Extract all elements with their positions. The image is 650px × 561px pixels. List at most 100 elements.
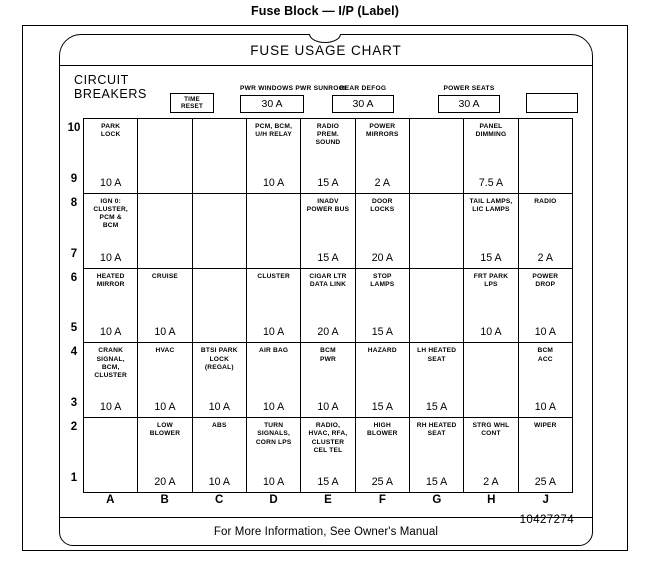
- circuit-breakers-band: CIRCUIT BREAKERS TIME RESET PWR WINDOWS …: [60, 66, 592, 118]
- fuse-cell-rating: 15 A: [317, 475, 339, 488]
- fuse-cell-D-10[interactable]: PCM, BCM, U/H RELAY 10 A: [245, 118, 302, 194]
- fuse-cell-rating: 25 A: [534, 475, 556, 488]
- fuse-cell-J-4[interactable]: BCM ACC 10 A: [517, 342, 574, 419]
- fuse-cell-rating: 10 A: [154, 401, 176, 414]
- fuse-cell-label: PCM, BCM, U/H RELAY: [255, 123, 293, 139]
- fuse-cell-label: STRG WHL CONT: [472, 422, 510, 438]
- fuse-cell-H-8[interactable]: TAIL LAMPS, LIC LAMPS 15 A: [463, 192, 519, 269]
- fuse-cell-label: PANEL DIMMING: [475, 123, 507, 139]
- fuse-grid-wrap: 10 9 8 7 6 5 4 3 2 1 PARK LOCK 10 A PCM, BCM, U/H R…: [60, 118, 592, 547]
- fuse-cell-label: LOW BLOWER: [149, 422, 181, 438]
- row-number-10: 10: [67, 122, 81, 134]
- fuse-cell-label: RH HEATED SEAT: [416, 422, 457, 438]
- chart-title-band: FUSE USAGE CHART: [60, 35, 592, 66]
- fuse-cell-rating: 7.5 A: [478, 176, 504, 189]
- fuse-cell-F-6[interactable]: STOP LAMPS 15 A: [354, 267, 410, 344]
- breaker-pwr-windows-sunroof-label: PWR WINDOWS PWR SUNROOF: [240, 85, 349, 93]
- fuse-cell-rating: 20 A: [317, 326, 339, 339]
- fuse-cell-G-4[interactable]: LH HEATED SEAT 15 A: [408, 342, 465, 419]
- fuse-cell-H-2[interactable]: STRG WHL CONT 2 A: [463, 417, 519, 493]
- fuse-cell-label: DOOR LOCKS: [370, 197, 395, 213]
- fuse-cell-J-6[interactable]: POWER DROP 10 A: [517, 267, 574, 344]
- fuse-cell-E-2[interactable]: RADIO, HVAC, RFA, CLUSTER CEL TEL 15 A: [300, 417, 356, 493]
- fuse-cell-B-6[interactable]: CRUISE 10 A: [137, 267, 193, 344]
- breaker-time-reset-line2: RESET: [181, 103, 203, 111]
- fuse-cell-label: WIPER: [534, 422, 557, 430]
- fuse-grid-row: LOW BLOWER 20 A ABS 10 A TURN SIGNALS, CORN …: [82, 417, 574, 493]
- fuse-cell-rating: 10 A: [100, 251, 122, 264]
- breaker-time-reset-box: TIME RESET: [170, 93, 214, 113]
- fuse-cell-rating: 10 A: [208, 475, 230, 488]
- breaker-rear-defog[interactable]: REAR DEFOG 30 A: [332, 85, 394, 113]
- fuse-cell-F-4[interactable]: HAZARD 15 A: [354, 342, 410, 419]
- fuse-cell-D-4[interactable]: AIR BAG 10 A: [245, 342, 302, 419]
- fuse-cell-B-2[interactable]: LOW BLOWER 20 A: [137, 417, 193, 493]
- fuse-cell-A-10[interactable]: PARK LOCK 10 A: [82, 118, 139, 194]
- figure-caption: Fuse Block — I/P (Label): [250, 4, 400, 18]
- fuse-grid-row: CRANK SIGNAL, BCM, CLUSTER 10 A HVAC 10 A BT…: [82, 342, 574, 419]
- fuse-cell-C-6[interactable]: [191, 267, 247, 344]
- fuse-cell-E-6[interactable]: CIGAR LTR DATA LINK 20 A: [300, 267, 356, 344]
- fuse-cell-D-2[interactable]: TURN SIGNALS, CORN LPS 10 A: [245, 417, 302, 493]
- fuse-cell-H-4[interactable]: [463, 342, 519, 419]
- breaker-rear-defog-label: REAR DEFOG: [339, 85, 387, 93]
- breaker-pwr-windows-sunroof-rating: 30 A: [240, 95, 304, 113]
- fuse-usage-card: FUSE USAGE CHART CIRCUIT BREAKERS TIME R…: [59, 34, 593, 546]
- circuit-breakers-label: CIRCUIT BREAKERS: [74, 73, 147, 101]
- fuse-cell-F-10[interactable]: POWER MIRRORS 2 A: [354, 118, 410, 194]
- fuse-cell-F-2[interactable]: HIGH BLOWER 25 A: [354, 417, 410, 493]
- fuse-cell-rating: 10 A: [208, 401, 230, 414]
- column-label-J: J: [542, 494, 549, 506]
- fuse-cell-G-8[interactable]: [408, 192, 465, 269]
- breaker-time-reset-line1: TIME: [184, 96, 200, 103]
- fuse-cell-D-6[interactable]: CLUSTER 10 A: [245, 267, 302, 344]
- fuse-cell-B-10[interactable]: [137, 118, 193, 194]
- row-number-2: 2: [70, 421, 78, 434]
- fuse-cell-B-8[interactable]: [137, 192, 193, 269]
- fuse-cell-A-6[interactable]: HEATED MIRROR 10 A: [82, 267, 139, 344]
- fuse-cell-A-4[interactable]: CRANK SIGNAL, BCM, CLUSTER 10 A: [82, 342, 139, 419]
- fuse-cell-C-10[interactable]: [191, 118, 247, 194]
- fuse-cell-G-10[interactable]: [408, 118, 465, 194]
- fuse-cell-label: AIR BAG: [259, 347, 289, 355]
- fuse-cell-E-8[interactable]: INADV POWER BUS 15 A: [300, 192, 356, 269]
- breaker-power-seats-label: POWER SEATS: [443, 85, 495, 93]
- fuse-cell-C-2[interactable]: ABS 10 A: [191, 417, 247, 493]
- fuse-cell-rating: 15 A: [317, 176, 339, 189]
- fuse-cell-G-2[interactable]: RH HEATED SEAT 15 A: [408, 417, 465, 493]
- fuse-cell-E-4[interactable]: BCM PWR 10 A: [300, 342, 356, 419]
- fuse-cell-rating: 15 A: [480, 251, 502, 264]
- fuse-cell-label: IGN 0: CLUSTER, PCM & BCM: [93, 197, 128, 230]
- fuse-cell-B-4[interactable]: HVAC 10 A: [137, 342, 193, 419]
- fuse-cell-H-10[interactable]: PANEL DIMMING 7.5 A: [463, 118, 519, 194]
- fuse-cell-label: RADIO: [534, 197, 557, 205]
- fuse-cell-J-8[interactable]: RADIO 2 A: [517, 192, 574, 269]
- fuse-cell-C-8[interactable]: [191, 192, 247, 269]
- fuse-cell-rating: 20 A: [371, 251, 393, 264]
- fuse-cell-D-8[interactable]: [245, 192, 302, 269]
- fuse-cell-label: FRT PARK LPS: [473, 272, 509, 288]
- fuse-grid: PARK LOCK 10 A PCM, BCM, U/H RELAY 10 A RADI…: [82, 118, 574, 493]
- fuse-cell-G-6[interactable]: [408, 267, 465, 344]
- breaker-pwr-windows-sunroof[interactable]: PWR WINDOWS PWR SUNROOF 30 A: [240, 85, 349, 113]
- fuse-cell-E-10[interactable]: RADIO PREM. SOUND 15 A: [300, 118, 356, 194]
- breaker-power-seats[interactable]: POWER SEATS 30 A: [438, 85, 500, 113]
- row-number-column: 10 9 8 7 6 5 4 3 2 1: [63, 118, 85, 492]
- fuse-cell-label: TAIL LAMPS, LIC LAMPS: [469, 197, 513, 213]
- fuse-cell-A-2[interactable]: [82, 417, 139, 493]
- fuse-cell-label: CIGAR LTR DATA LINK: [309, 272, 347, 288]
- fuse-cell-J-2[interactable]: WIPER 25 A: [517, 417, 574, 493]
- fuse-cell-label: LH HEATED SEAT: [417, 347, 457, 363]
- fuse-cell-H-6[interactable]: FRT PARK LPS 10 A: [463, 267, 519, 344]
- fuse-cell-label: RADIO PREM. SOUND: [315, 123, 341, 147]
- fuse-cell-C-4[interactable]: BTSI PARK LOCK (REGAL) 10 A: [191, 342, 247, 419]
- fuse-cell-rating: 15 A: [317, 251, 339, 264]
- breaker-blank-slot[interactable]: [526, 93, 578, 113]
- fuse-cell-A-8[interactable]: IGN 0: CLUSTER, PCM & BCM 10 A: [82, 192, 139, 269]
- fuse-cell-rating: 10 A: [317, 401, 339, 414]
- breaker-time-reset[interactable]: TIME RESET: [170, 93, 214, 113]
- fuse-cell-F-8[interactable]: DOOR LOCKS 20 A: [354, 192, 410, 269]
- fuse-cell-J-10[interactable]: [517, 118, 574, 194]
- fuse-cell-rating: 2 A: [374, 176, 390, 189]
